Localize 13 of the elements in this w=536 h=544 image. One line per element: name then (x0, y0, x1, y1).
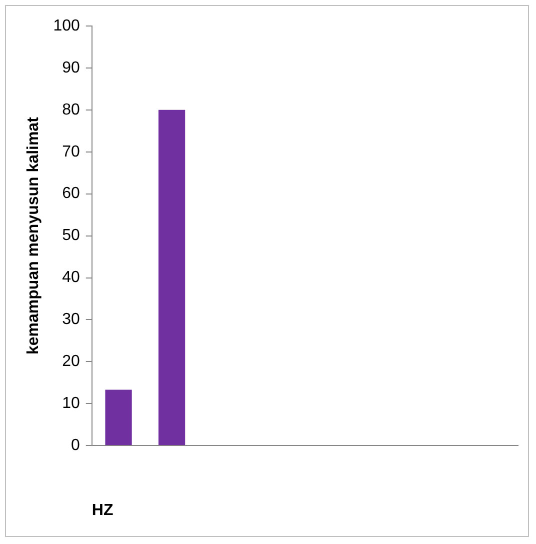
y-tick-label: 50 (62, 227, 80, 244)
y-tick-label: 100 (53, 17, 80, 34)
y-tick-label: 20 (62, 353, 80, 370)
y-tick-label: 70 (62, 143, 80, 160)
y-tick-label: 0 (70, 437, 80, 454)
y-tick-label: 90 (62, 59, 80, 76)
y-axis-title: kemampuan menyusun kalimat (25, 116, 42, 355)
y-tick-label: 60 (62, 185, 80, 202)
y-tick-label: 10 (62, 395, 80, 412)
y-tick-label: 40 (62, 269, 80, 286)
y-tick-label: 80 (62, 101, 80, 118)
y-tick-label: 30 (62, 311, 80, 328)
x-axis-title: HZ (92, 502, 114, 519)
